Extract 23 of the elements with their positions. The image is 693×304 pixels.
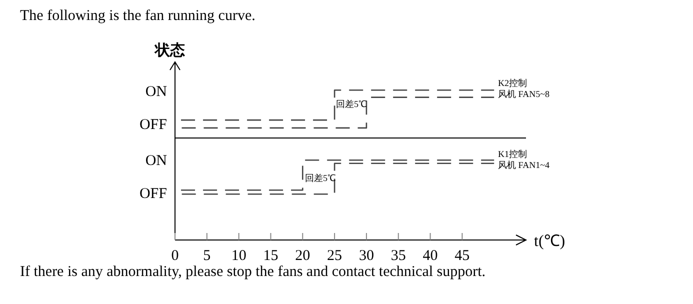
- x-tick-label: 5: [203, 248, 211, 264]
- text: ON: [145, 84, 168, 100]
- text: K2控制: [498, 78, 527, 88]
- x-tick-label: 25: [327, 248, 342, 264]
- text: OFF: [139, 186, 167, 202]
- text: K1控制: [498, 149, 527, 159]
- annotation: 风机 FAN5~8: [498, 89, 550, 99]
- text: If there is any abnormality, please stop the fans and contact technical support.: [20, 264, 486, 280]
- text: ON: [145, 153, 168, 169]
- annotation: 风机 FAN1~4: [498, 160, 550, 170]
- y-axis-title: 状态: [154, 42, 185, 59]
- x-tick-label: 0: [171, 248, 179, 264]
- x-tick-label: 15: [263, 248, 278, 264]
- x-tick-label: 20: [295, 248, 310, 264]
- chart-title: The following is the fan running curve.: [20, 8, 256, 24]
- text: OFF: [139, 117, 167, 133]
- annotation: 回差5℃: [305, 173, 336, 183]
- x-axis-title: t(℃): [534, 233, 566, 250]
- x-tick-label: 35: [390, 248, 406, 264]
- x-tick-label: 10: [231, 248, 246, 264]
- x-tick-label: 45: [454, 248, 470, 264]
- x-tick-label: 30: [358, 248, 374, 264]
- x-tick-label: 40: [422, 248, 438, 264]
